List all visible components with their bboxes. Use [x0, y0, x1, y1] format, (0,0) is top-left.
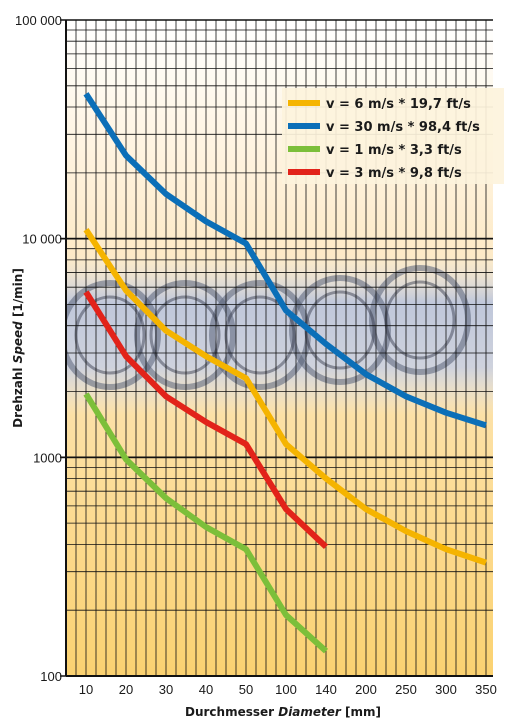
- grid: [60, 19, 493, 677]
- x-tick-label: 100: [275, 682, 297, 697]
- x-tick-label: 300: [435, 682, 457, 697]
- y-axis-title: Drehzahl Speed [1/min]: [11, 268, 25, 428]
- x-tick-label: 140: [315, 682, 337, 697]
- x-axis-title: Durchmesser Diameter [mm]: [185, 705, 381, 719]
- x-tick-label: 20: [119, 682, 133, 697]
- legend: v = 6 m/s * 19,7 ft/s v = 30 m/s * 98,4 f…: [288, 97, 480, 181]
- y-tick-label: 10 000: [22, 232, 62, 247]
- x-tick-label: 200: [355, 682, 377, 697]
- tick-labels: 100 000 10 000 1000 100 10 20 30 40 50 100 140 200 2…: [15, 13, 497, 697]
- x-tick-label: 50: [239, 682, 253, 697]
- x-tick-label: 250: [395, 682, 417, 697]
- x-tick-label: 350: [475, 682, 497, 697]
- y-tick-label: 100 000: [15, 13, 62, 28]
- x-tick-label: 40: [199, 682, 213, 697]
- y-tick-label: 100: [40, 669, 62, 684]
- legend-label-1: v = 6 m/s * 19,7 ft/s: [326, 97, 471, 112]
- x-tick-label: 30: [159, 682, 173, 697]
- x-tick-label: 10: [79, 682, 93, 697]
- legend-label-4: v = 3 m/s * 9,8 ft/s: [326, 166, 462, 181]
- legend-label-2: v = 30 m/s * 98,4 ft/s: [326, 120, 480, 135]
- bearing-picture: [66, 255, 493, 415]
- y-tick-label: 1000: [33, 450, 62, 465]
- legend-label-3: v = 1 m/s * 3,3 ft/s: [326, 143, 462, 158]
- series-layer: [83, 92, 487, 654]
